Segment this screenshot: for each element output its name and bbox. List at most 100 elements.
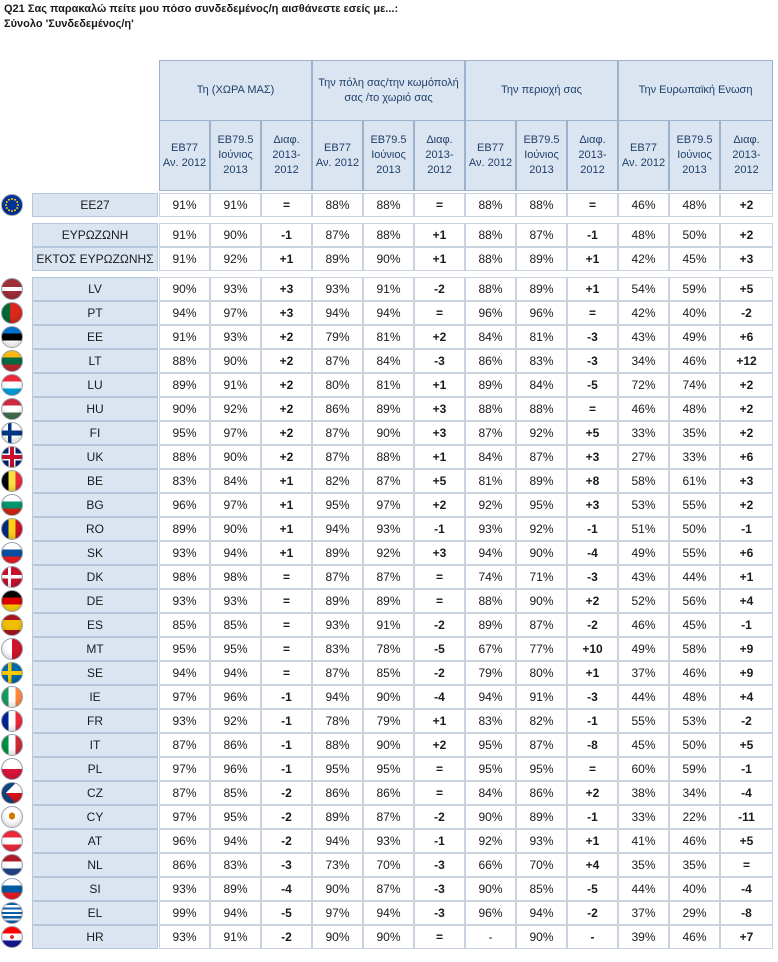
row-label: EE27	[32, 193, 158, 217]
difference-cell: -1	[414, 517, 465, 541]
value-cell: 87%	[363, 469, 414, 493]
table-row: FR 93% 92% -1 78% 79% +1 83% 82% -1 55% 53% -2	[0, 709, 778, 733]
difference-cell: +3	[261, 277, 312, 301]
difference-cell: -1	[261, 757, 312, 781]
difference-cell: -1	[567, 517, 618, 541]
value-cell: 88%	[363, 445, 414, 469]
value-cell: 86%	[159, 853, 210, 877]
value-cell: 93%	[210, 277, 261, 301]
value-cell: 95%	[516, 493, 567, 517]
difference-cell: +2	[720, 223, 773, 247]
difference-cell: =	[414, 781, 465, 805]
row-label: PL	[32, 757, 158, 781]
difference-cell: +7	[720, 925, 773, 949]
difference-cell: =	[567, 397, 618, 421]
value-cell: 45%	[669, 613, 720, 637]
value-cell: 90%	[210, 517, 261, 541]
value-cell: 35%	[669, 421, 720, 445]
difference-cell: +5	[414, 469, 465, 493]
difference-cell: -3	[567, 565, 618, 589]
difference-cell: +1	[414, 223, 465, 247]
value-cell: 94%	[159, 661, 210, 685]
country-flag-icon	[1, 542, 23, 564]
difference-cell: -1	[261, 709, 312, 733]
value-cell: 79%	[465, 661, 516, 685]
difference-cell: +3	[414, 397, 465, 421]
country-flag-icon	[1, 686, 23, 708]
column-subheader: EB79.5 Ιούνιος 2013	[210, 120, 261, 191]
value-cell: 89%	[516, 805, 567, 829]
value-cell: 91%	[363, 277, 414, 301]
value-cell: 80%	[516, 661, 567, 685]
value-cell: 81%	[363, 373, 414, 397]
table-row: IT 87% 86% -1 88% 90% +2 95% 87% -8 45% 50% +5	[0, 733, 778, 757]
value-cell: 87%	[312, 565, 363, 589]
country-flag-icon	[1, 422, 23, 444]
row-label: FR	[32, 709, 158, 733]
value-cell: 89%	[465, 373, 516, 397]
difference-cell: +2	[261, 325, 312, 349]
country-flag-icon	[1, 830, 23, 852]
column-group-header: Την περιοχή σας	[465, 60, 618, 121]
value-cell: 96%	[159, 829, 210, 853]
value-cell: 91%	[159, 325, 210, 349]
difference-cell: +1	[414, 445, 465, 469]
country-flag-icon	[1, 926, 23, 948]
value-cell: 66%	[465, 853, 516, 877]
column-subheader: EB79.5 Ιούνιος 2013	[363, 120, 414, 191]
country-flag-icon	[1, 494, 23, 516]
value-cell: 93%	[159, 709, 210, 733]
difference-cell: =	[261, 193, 312, 217]
country-flag-icon	[1, 902, 23, 924]
value-cell: 89%	[159, 517, 210, 541]
table-row: BE 83% 84% +1 82% 87% +5 81% 89% +8 58% 61% +3	[0, 469, 778, 493]
difference-cell: -3	[414, 901, 465, 925]
value-cell: 86%	[210, 733, 261, 757]
value-cell: 52%	[618, 589, 669, 613]
value-cell: 94%	[516, 901, 567, 925]
value-cell: 44%	[618, 685, 669, 709]
difference-cell: =	[261, 613, 312, 637]
value-cell: 55%	[618, 709, 669, 733]
value-cell: 95%	[312, 757, 363, 781]
value-cell: 83%	[159, 469, 210, 493]
table-row: ΕΥΡΩΖΩΝΗ 91% 90% -1 87% 88% +1 88% 87% -1 48% 50% +2	[0, 223, 778, 247]
value-cell: 22%	[669, 805, 720, 829]
country-flag-icon	[1, 710, 23, 732]
row-label: BG	[32, 493, 158, 517]
difference-cell: -3	[261, 853, 312, 877]
table-row: HR 93% 91% -2 90% 90% = -90% -39% 46% +7	[0, 925, 778, 949]
value-cell: 49%	[618, 637, 669, 661]
table-row: ES 85% 85% = 93% 91% -2 89% 87% -2 46% 45% -1	[0, 613, 778, 637]
value-cell: 59%	[669, 277, 720, 301]
table-row: MT 95% 95% = 83% 78% -5 67% 77% +10 49% 58% +9	[0, 637, 778, 661]
value-cell: 94%	[210, 541, 261, 565]
value-cell: 90%	[312, 877, 363, 901]
difference-cell: =	[414, 193, 465, 217]
difference-cell: +2	[261, 349, 312, 373]
value-cell: 67%	[465, 637, 516, 661]
value-cell: 90%	[516, 925, 567, 949]
country-flag-icon	[1, 566, 23, 588]
column-subheader: EB77 Αν. 2012	[312, 120, 363, 191]
difference-cell: +6	[720, 541, 773, 565]
value-cell: 92%	[210, 709, 261, 733]
value-cell: 94%	[312, 829, 363, 853]
difference-cell: +1	[720, 565, 773, 589]
difference-cell: +1	[261, 517, 312, 541]
table-row: EE 91% 93% +2 79% 81% +2 84% 81% -3 43% 49% +6	[0, 325, 778, 349]
table-row: EE27 91% 91% = 88% 88% = 88% 88% = 46% 48% +2	[0, 193, 778, 217]
value-cell: 94%	[210, 901, 261, 925]
difference-cell: +1	[567, 247, 618, 271]
difference-cell: -2	[720, 301, 773, 325]
value-cell: 95%	[465, 757, 516, 781]
difference-cell: +2	[720, 421, 773, 445]
difference-cell: +1	[414, 373, 465, 397]
column-subheader: EB79.5 Ιούνιος 2013	[669, 120, 720, 191]
value-cell: 93%	[465, 517, 516, 541]
difference-cell: +5	[567, 421, 618, 445]
value-cell: 98%	[210, 565, 261, 589]
value-cell: 86%	[363, 781, 414, 805]
table-row: AT 96% 94% -2 94% 93% -1 92% 93% +1 41% 46% +5	[0, 829, 778, 853]
value-cell: 92%	[516, 421, 567, 445]
